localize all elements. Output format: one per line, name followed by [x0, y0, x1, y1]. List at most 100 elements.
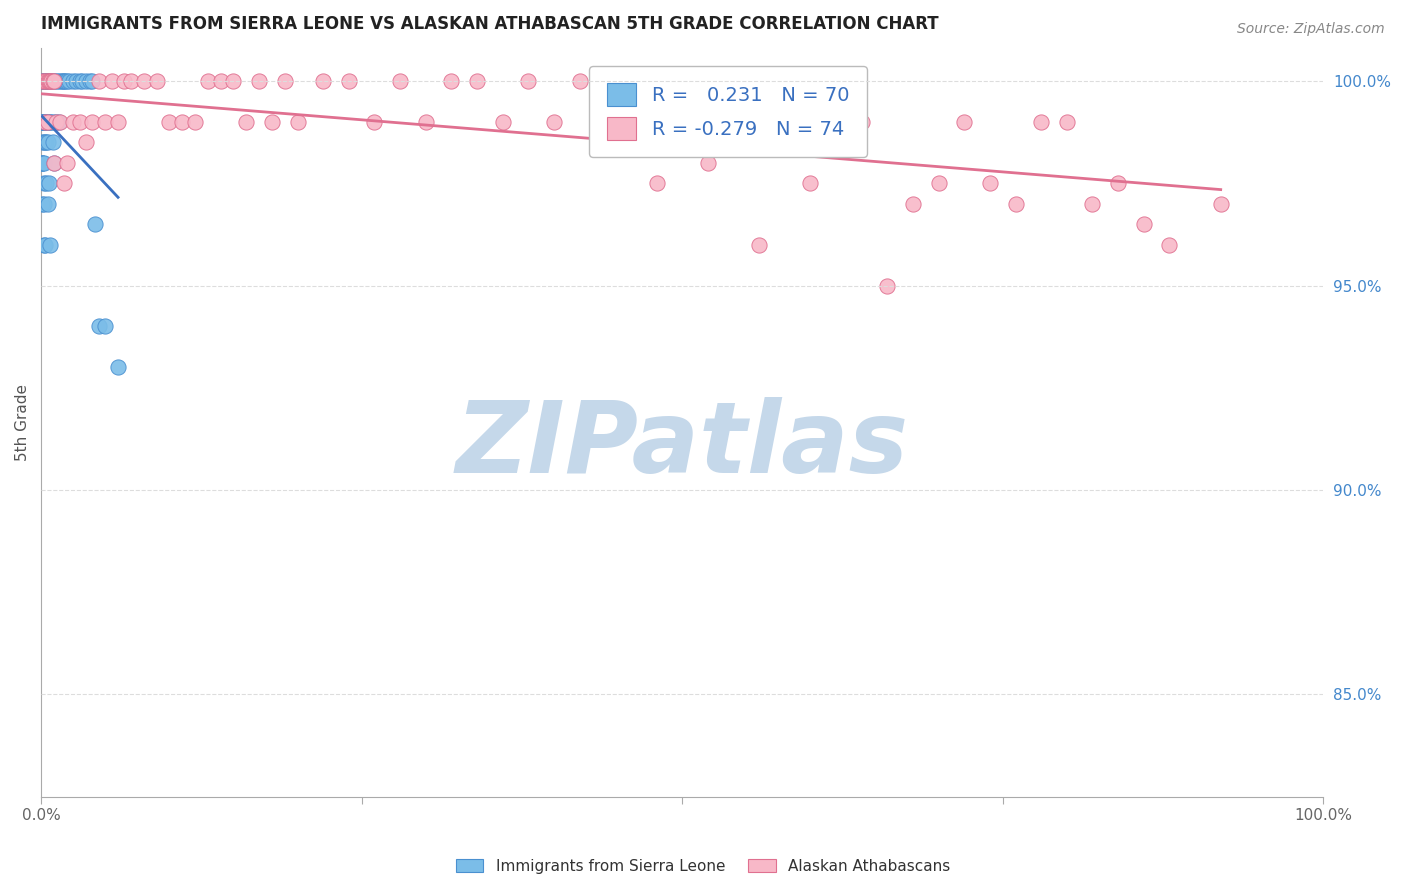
Point: [32, 156, 55, 170]
Point: [38, 177, 60, 191]
Point: [1107, 177, 1129, 191]
Point: [41, 74, 63, 88]
Point: [32, 237, 55, 252]
Point: [55, 74, 77, 88]
Point: [53, 74, 76, 88]
Point: [100, 74, 122, 88]
Point: [568, 74, 591, 88]
Point: [184, 115, 207, 129]
Point: [32, 74, 55, 88]
Point: [593, 115, 616, 129]
Point: [337, 74, 360, 88]
Point: [51, 74, 73, 88]
Point: [41, 74, 63, 88]
Point: [58, 74, 80, 88]
Point: [31, 115, 53, 129]
Point: [260, 115, 283, 129]
Point: [773, 115, 796, 129]
Point: [34, 136, 56, 150]
Point: [62, 74, 84, 88]
Point: [440, 74, 463, 88]
Point: [389, 74, 412, 88]
Point: [620, 74, 643, 88]
Point: [32, 196, 55, 211]
Point: [31, 74, 53, 88]
Point: [37, 74, 59, 88]
Point: [543, 115, 565, 129]
Point: [84, 217, 107, 231]
Text: Source: ZipAtlas.com: Source: ZipAtlas.com: [1237, 22, 1385, 37]
Point: [65, 74, 87, 88]
Point: [1081, 196, 1104, 211]
Point: [38, 115, 60, 129]
Point: [79, 74, 101, 88]
Point: [876, 278, 898, 293]
Point: [69, 74, 91, 88]
Point: [48, 115, 70, 129]
Point: [31, 156, 53, 170]
Point: [748, 237, 770, 252]
Point: [39, 74, 62, 88]
Point: [69, 115, 91, 129]
Point: [107, 115, 129, 129]
Point: [1031, 115, 1053, 129]
Point: [197, 74, 219, 88]
Point: [37, 115, 59, 129]
Point: [209, 74, 232, 88]
Text: IMMIGRANTS FROM SIERRA LEONE VS ALASKAN ATHABASCAN 5TH GRADE CORRELATION CHART: IMMIGRANTS FROM SIERRA LEONE VS ALASKAN …: [41, 15, 939, 33]
Point: [37, 74, 59, 88]
Point: [70, 74, 93, 88]
Point: [87, 319, 110, 334]
Point: [39, 74, 62, 88]
Point: [247, 74, 270, 88]
Point: [953, 115, 976, 129]
Point: [312, 74, 335, 88]
Point: [31, 74, 53, 88]
Point: [363, 115, 385, 129]
Point: [42, 156, 65, 170]
Point: [120, 74, 142, 88]
Point: [42, 74, 65, 88]
Point: [49, 115, 72, 129]
Point: [1159, 237, 1181, 252]
Point: [53, 177, 76, 191]
Point: [274, 74, 297, 88]
Point: [35, 177, 58, 191]
Point: [31, 196, 53, 211]
Point: [696, 156, 718, 170]
Point: [32, 74, 55, 88]
Point: [38, 74, 60, 88]
Point: [49, 74, 72, 88]
Point: [31, 115, 53, 129]
Point: [42, 156, 65, 170]
Point: [45, 115, 67, 129]
Point: [82, 115, 104, 129]
Point: [32, 115, 55, 129]
Point: [34, 237, 56, 252]
Point: [31, 136, 53, 150]
Point: [31, 156, 53, 170]
Point: [31, 74, 53, 88]
Point: [851, 115, 873, 129]
Point: [172, 115, 194, 129]
Point: [34, 74, 56, 88]
Point: [492, 115, 515, 129]
Point: [145, 74, 167, 88]
Point: [46, 74, 69, 88]
Point: [723, 115, 745, 129]
Point: [41, 115, 63, 129]
Point: [45, 74, 67, 88]
Point: [1132, 217, 1154, 231]
Point: [901, 196, 924, 211]
Point: [799, 177, 821, 191]
Legend: R =   0.231   N = 70, R = -0.279   N = 74: R = 0.231 N = 70, R = -0.279 N = 74: [589, 66, 866, 157]
Point: [75, 74, 97, 88]
Point: [41, 74, 63, 88]
Point: [38, 74, 60, 88]
Point: [35, 136, 58, 150]
Point: [34, 115, 56, 129]
Point: [32, 136, 55, 150]
Point: [157, 115, 180, 129]
Point: [41, 136, 63, 150]
Point: [928, 177, 950, 191]
